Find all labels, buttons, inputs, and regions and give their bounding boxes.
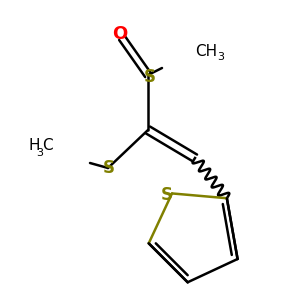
Text: 3: 3 (36, 148, 43, 158)
Text: S: S (144, 68, 156, 86)
Text: CH: CH (195, 44, 217, 59)
Text: S: S (161, 186, 173, 204)
Text: S: S (103, 159, 115, 177)
Text: 3: 3 (217, 52, 224, 62)
Text: H: H (28, 139, 40, 154)
Text: O: O (112, 25, 128, 43)
Text: C: C (42, 139, 52, 154)
